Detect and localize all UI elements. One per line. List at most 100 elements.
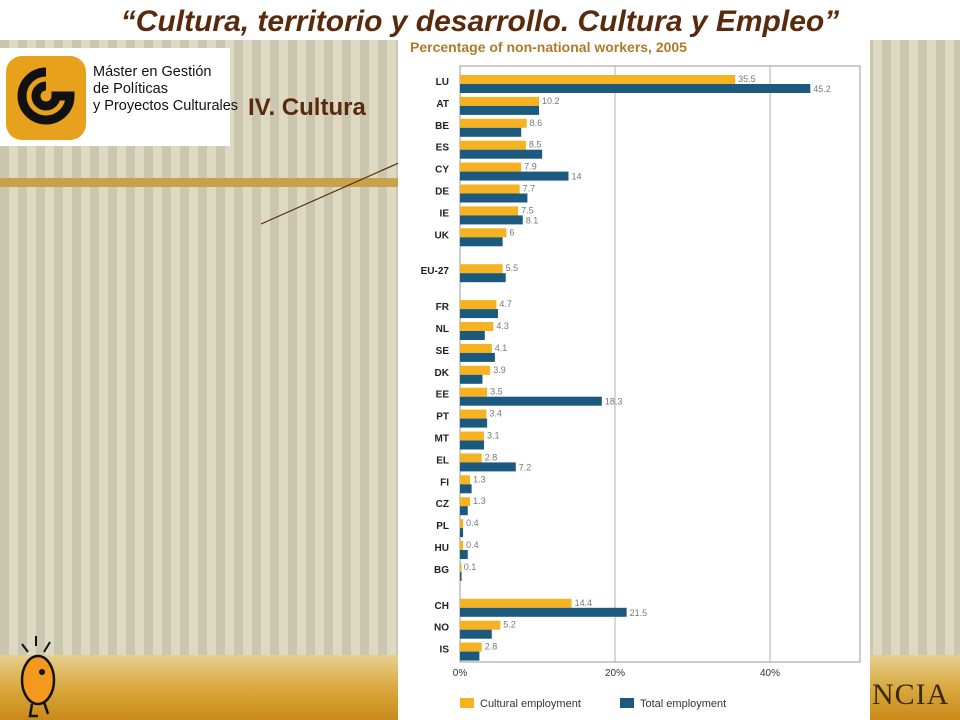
data-label-cultural: 3.9 — [493, 365, 506, 375]
category-label: EU-27 — [421, 266, 450, 277]
bar-total-employment — [460, 84, 811, 93]
bar-cultural-employment — [460, 206, 519, 216]
category-label: CZ — [436, 499, 449, 510]
data-label-cultural: 1.3 — [473, 474, 486, 484]
bar-cultural-employment — [460, 598, 572, 608]
bar-total-employment — [460, 484, 472, 494]
data-label-cultural: 7.7 — [523, 184, 536, 194]
bar-cultural-employment — [460, 162, 522, 172]
bar-total-employment — [460, 418, 488, 428]
bar-cultural-employment — [460, 75, 736, 84]
chart-title: Percentage of non-national workers, 2005 — [410, 40, 687, 55]
category-label: MT — [435, 434, 449, 445]
logo-line: de Políticas — [93, 81, 168, 97]
bar-total-employment — [460, 528, 464, 538]
category-label: FI — [440, 477, 449, 488]
bar-cultural-employment — [460, 140, 526, 150]
data-label-cultural: 3.4 — [489, 409, 502, 419]
category-label: UK — [435, 230, 450, 241]
data-label-total: 45.2 — [813, 84, 831, 94]
data-label-cultural: 3.5 — [490, 387, 503, 397]
bar-total-employment — [460, 127, 522, 137]
data-label-total: 21.5 — [630, 608, 648, 618]
category-label: HU — [435, 543, 449, 554]
bar-total-employment — [460, 506, 468, 516]
data-label-cultural: 10.2 — [542, 96, 560, 106]
bar-cultural-employment — [460, 642, 482, 652]
category-label: PT — [436, 412, 449, 423]
category-label: SE — [436, 346, 450, 357]
section-heading: IV. Cultura — [248, 94, 366, 121]
data-label-cultural: 2.8 — [485, 642, 498, 652]
category-label: AT — [436, 99, 449, 110]
bar-cultural-employment — [460, 431, 485, 441]
bar-total-employment — [460, 629, 492, 639]
category-label: IS — [440, 645, 450, 656]
bar-cultural-employment — [460, 475, 471, 485]
x-tick-label: 20% — [605, 668, 625, 679]
data-label-cultural: 4.3 — [496, 321, 509, 331]
category-label: EL — [436, 455, 449, 466]
logo-line: Máster en Gestión — [93, 64, 212, 80]
data-label-cultural: 35.5 — [738, 74, 756, 84]
bar-cultural-employment — [460, 541, 464, 550]
data-label-cultural: 4.7 — [499, 299, 512, 309]
data-label-cultural: 4.1 — [495, 343, 508, 353]
data-label-total: 14 — [572, 172, 582, 182]
gold-divider — [0, 178, 400, 187]
category-label: BE — [435, 121, 449, 132]
data-label-cultural: 1.3 — [473, 496, 486, 506]
category-label: EE — [436, 390, 450, 401]
category-label: FR — [436, 302, 450, 313]
plot-frame — [459, 65, 861, 663]
bar-total-employment — [460, 237, 503, 247]
bar-total-employment — [460, 396, 602, 406]
bar-cultural-employment — [460, 409, 487, 419]
bar-total-employment — [460, 105, 540, 115]
bar-cultural-employment — [460, 264, 503, 274]
category-label: LU — [436, 77, 449, 88]
bar-cultural-employment — [460, 343, 492, 353]
category-label: ES — [436, 143, 450, 154]
bar-cultural-employment — [460, 228, 507, 238]
bar-cultural-employment — [460, 453, 482, 463]
bar-cultural-employment — [460, 184, 520, 194]
data-label-total: 18.3 — [605, 397, 623, 407]
header-bar — [0, 0, 960, 40]
legend-label-cultural: Cultural employment — [480, 698, 581, 710]
data-label-cultural: 7.5 — [521, 205, 534, 215]
mascot-icon — [20, 636, 56, 718]
slide-title: “Cultura, territorio y desarrollo. Cultu… — [120, 5, 840, 38]
bar-cultural-employment — [460, 620, 501, 630]
bar-cultural-employment — [460, 497, 471, 507]
legend-swatch-cultural — [460, 698, 474, 708]
category-label: DE — [435, 187, 449, 198]
data-label-total: 7.2 — [519, 462, 532, 472]
bar-total-employment — [460, 571, 462, 581]
data-label-cultural: 8.6 — [530, 118, 543, 128]
data-label-cultural: 14.4 — [575, 598, 593, 608]
bar-total-employment — [460, 651, 480, 661]
legend-label-total: Total employment — [640, 698, 726, 710]
data-label-cultural: 8.5 — [529, 140, 542, 150]
bar-total-employment — [460, 171, 569, 181]
data-label-cultural: 7.9 — [524, 162, 537, 172]
x-tick-label: 0% — [453, 668, 468, 679]
bar-total-employment — [460, 440, 485, 450]
bar-cultural-employment — [460, 118, 527, 128]
category-label: CY — [435, 165, 449, 176]
bar-cultural-employment — [460, 519, 464, 529]
data-label-cultural: 0.1 — [464, 562, 477, 572]
data-label-cultural: 5.5 — [506, 263, 519, 273]
bar-total-employment — [460, 331, 485, 340]
spiral-logo-icon — [6, 56, 86, 140]
data-label-cultural: 6 — [510, 227, 515, 237]
bar-total-employment — [460, 352, 495, 362]
bar-total-employment — [460, 215, 523, 225]
data-label-cultural: 0.4 — [466, 518, 479, 528]
brand-text-fragment: NCIA — [872, 678, 950, 711]
data-label-total: 8.1 — [526, 215, 539, 225]
bar-cultural-employment — [460, 300, 497, 310]
bar-total-employment — [460, 309, 498, 319]
bar-cultural-employment — [460, 96, 540, 106]
